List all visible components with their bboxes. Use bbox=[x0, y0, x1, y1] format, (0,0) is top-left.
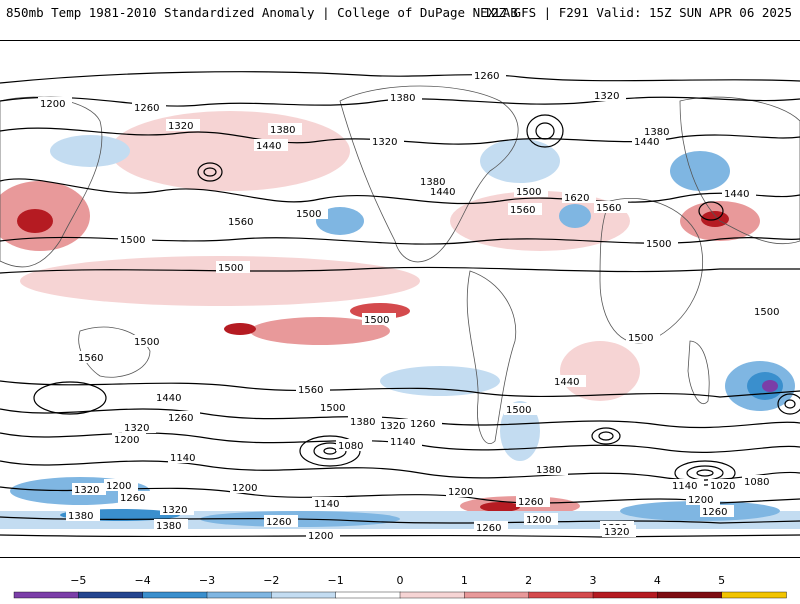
contour-label: 1500 bbox=[120, 235, 145, 246]
colorbar-swatches bbox=[13, 591, 787, 599]
contour-label: 1380 bbox=[420, 177, 445, 188]
contour-label: 1140 bbox=[314, 499, 339, 510]
contour-label: 1200 bbox=[308, 531, 333, 542]
colorbar-swatch bbox=[721, 591, 787, 599]
colorbar-swatch bbox=[13, 591, 80, 599]
contour-label: 1200 bbox=[40, 99, 65, 110]
colorbar-swatch bbox=[464, 591, 530, 599]
colorbar-swatch bbox=[335, 591, 401, 599]
colorbar-swatch bbox=[206, 591, 273, 599]
colorbar-ticks: −5 −4 −3 −2 −1 0 1 2 3 4 5 bbox=[70, 574, 725, 587]
contour-label: 1200 bbox=[688, 495, 713, 506]
contour-label: 1500 bbox=[516, 187, 541, 198]
contour-label: 1500 bbox=[134, 337, 159, 348]
colorbar-svg: −5 −4 −3 −2 −1 0 1 2 3 4 5 bbox=[13, 574, 787, 599]
contour-label: 1320 bbox=[168, 121, 193, 132]
colorbar-tick-label: 3 bbox=[590, 574, 597, 587]
colorbar-tick-label: −4 bbox=[135, 574, 151, 587]
map-panel: 1260 1380 1320 1200 1260 1320 1380 1440 … bbox=[0, 40, 800, 558]
contour-label: 1320 bbox=[594, 91, 619, 102]
contour-labels: 1260 1380 1320 1200 1260 1320 1380 1440 … bbox=[38, 69, 786, 542]
contour-label: 1320 bbox=[604, 527, 629, 538]
colorbar-swatch bbox=[657, 591, 723, 599]
contour-label: 1380 bbox=[644, 127, 669, 138]
contour-label: 1320 bbox=[162, 505, 187, 516]
anomaly-map: 1260 1380 1320 1200 1260 1320 1380 1440 … bbox=[0, 41, 800, 557]
contour-label: 1080 bbox=[744, 477, 769, 488]
contour-label: 1500 bbox=[628, 333, 653, 344]
colorbar-swatch bbox=[399, 591, 466, 599]
contour-label: 1140 bbox=[170, 453, 195, 464]
contour-label: 1440 bbox=[724, 189, 749, 200]
colorbar-tick-label: −5 bbox=[70, 574, 86, 587]
map-title: 850mb Temp 1981-2010 Standardized Anomal… bbox=[6, 5, 518, 20]
colorbar-tick-label: −3 bbox=[199, 574, 215, 587]
contour-label: 1320 bbox=[74, 485, 99, 496]
colorbar-tick-label: 1 bbox=[461, 574, 468, 587]
colorbar-tick-label: −2 bbox=[263, 574, 279, 587]
colorbar-swatch bbox=[78, 591, 144, 599]
contour-label: 1380 bbox=[156, 521, 181, 532]
colorbar-swatch bbox=[271, 591, 337, 599]
contour-label: 1320 bbox=[380, 421, 405, 432]
contour-label: 1380 bbox=[350, 417, 375, 428]
contour-label: 1440 bbox=[634, 137, 659, 148]
contour-label: 1200 bbox=[114, 435, 139, 446]
contour-label: 1560 bbox=[510, 205, 535, 216]
colorbar-tick-label: 2 bbox=[525, 574, 532, 587]
contour-label: 1320 bbox=[372, 137, 397, 148]
colorbar-tick-label: 4 bbox=[654, 574, 661, 587]
colorbar-tick-label: 0 bbox=[397, 574, 404, 587]
contour-label: 1260 bbox=[410, 419, 435, 430]
contour-label: 1620 bbox=[564, 193, 589, 204]
colorbar-tick-label: 5 bbox=[718, 574, 725, 587]
contour-label: 1200 bbox=[448, 487, 473, 498]
contour-label: 1200 bbox=[232, 483, 257, 494]
contour-label: 1380 bbox=[390, 93, 415, 104]
contour-label: 1380 bbox=[270, 125, 295, 136]
contour-label: 1500 bbox=[506, 405, 531, 416]
contour-label: 1140 bbox=[390, 437, 415, 448]
colorbar: −5 −4 −3 −2 −1 0 1 2 3 4 5 bbox=[0, 570, 800, 600]
contour-label: 1500 bbox=[754, 307, 779, 318]
contour-label: 1200 bbox=[526, 515, 551, 526]
contour-label: 1260 bbox=[474, 71, 499, 82]
contour-label: 1500 bbox=[218, 263, 243, 274]
contour-label: 1500 bbox=[364, 315, 389, 326]
contour-label: 1140 bbox=[672, 481, 697, 492]
contour-label: 1380 bbox=[536, 465, 561, 476]
contour-label: 1260 bbox=[702, 507, 727, 518]
run-info: 12Z GFS | F291 Valid: 15Z SUN APR 06 202… bbox=[483, 5, 792, 20]
contour-label: 1440 bbox=[430, 187, 455, 198]
contour-label: 1260 bbox=[134, 103, 159, 114]
contour-label: 1260 bbox=[120, 493, 145, 504]
contour-label: 1560 bbox=[596, 203, 621, 214]
contour-label: 1380 bbox=[68, 511, 93, 522]
colorbar-swatch bbox=[592, 591, 659, 599]
contour-label: 1080 bbox=[338, 441, 363, 452]
contour-label: 1260 bbox=[518, 497, 543, 508]
contour-label: 1440 bbox=[156, 393, 181, 404]
contour-label: 1500 bbox=[296, 209, 321, 220]
colorbar-swatch bbox=[528, 591, 594, 599]
contour-label: 1200 bbox=[106, 481, 131, 492]
contour-label: 1440 bbox=[256, 141, 281, 152]
contour-label: 1320 bbox=[124, 423, 149, 434]
contour-label: 1260 bbox=[168, 413, 193, 424]
contour-label: 1560 bbox=[298, 385, 323, 396]
contour-label: 1020 bbox=[710, 481, 735, 492]
colorbar-tick-label: −1 bbox=[328, 574, 344, 587]
contour-label: 1560 bbox=[78, 353, 103, 364]
colorbar-swatch bbox=[142, 591, 208, 599]
contour-label: 1560 bbox=[228, 217, 253, 228]
contour-label: 1500 bbox=[320, 403, 345, 414]
contour-label: 1260 bbox=[266, 517, 291, 528]
contour-label: 1440 bbox=[554, 377, 579, 388]
contour-label: 1500 bbox=[646, 239, 671, 250]
contour-label: 1260 bbox=[476, 523, 501, 534]
